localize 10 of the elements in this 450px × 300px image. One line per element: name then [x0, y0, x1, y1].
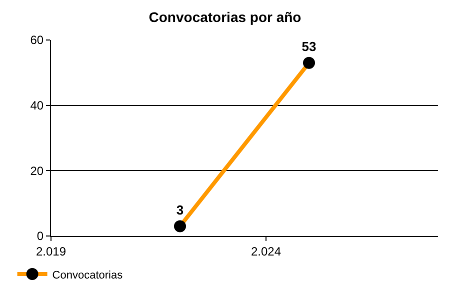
y-tick-label: 40 — [30, 98, 44, 113]
data-label: 53 — [302, 39, 316, 54]
data-label: 3 — [176, 202, 184, 218]
x-tick-label: 2.019 — [36, 244, 66, 258]
legend-label: Convocatorias — [52, 269, 124, 282]
chart-title: Convocatorias por año — [148, 8, 302, 25]
y-tick-label: 60 — [30, 33, 44, 48]
y-tick-label: 20 — [30, 164, 44, 178]
x-tick-label: 2.024 — [250, 244, 282, 258]
y-tick-label: 0 — [36, 229, 44, 244]
